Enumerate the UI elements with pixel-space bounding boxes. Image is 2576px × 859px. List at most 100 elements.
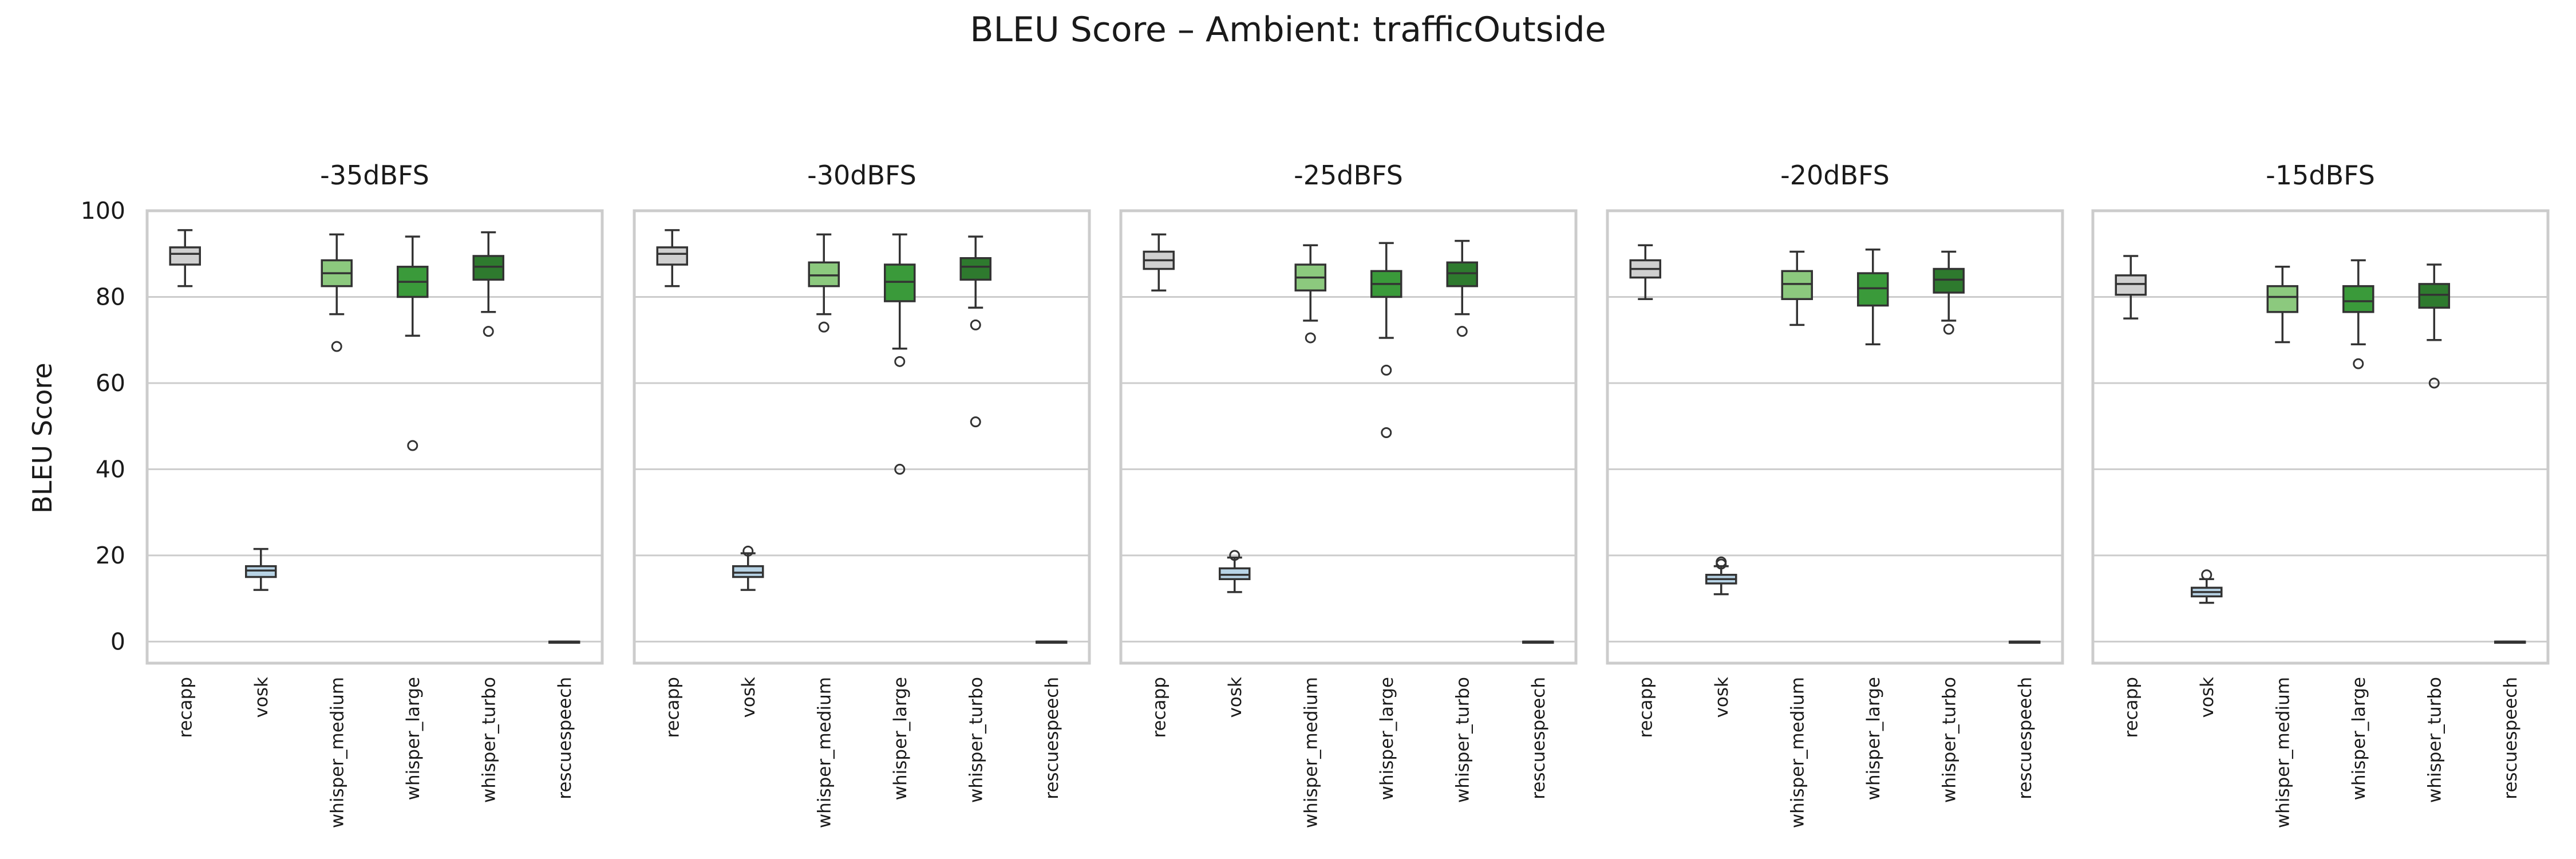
panel-title: -15dBFS (2266, 160, 2375, 191)
x-tick-label: rescuespeech (1042, 677, 1062, 799)
x-tick-label: rescuespeech (555, 677, 575, 799)
box-body (959, 257, 991, 281)
x-tick-label: whisper_turbo (2424, 677, 2445, 803)
outlier-point (483, 326, 494, 337)
panel-title: -25dBFS (1294, 160, 1403, 191)
outlier-point (2428, 377, 2440, 389)
x-tick-label: recapp (2121, 677, 2142, 738)
x-tick-label: whisper_large (403, 677, 424, 800)
outlier-point (1716, 556, 1727, 568)
x-tick-label: whisper_large (1377, 677, 1397, 800)
y-tick-label: 40 (96, 455, 125, 483)
box-whisper_turbo (959, 235, 991, 428)
box-body (656, 246, 688, 266)
outlier-point (894, 356, 906, 367)
box-body (2115, 274, 2147, 296)
outlier-point (2201, 569, 2212, 581)
box-whisper_medium (808, 233, 840, 333)
box-body (169, 246, 201, 266)
box-whisper_medium (1294, 244, 1326, 344)
x-tick-label: whisper_large (1863, 677, 1884, 800)
box-body (1933, 267, 1965, 294)
box-recapp (2115, 255, 2147, 320)
box-rescuespeech (2494, 640, 2526, 644)
panel-title: -35dBFS (320, 160, 429, 191)
outlier-point (407, 440, 418, 451)
x-tick-label: recapp (175, 677, 196, 738)
x-tick-label: whisper_turbo (1939, 677, 1959, 803)
outlier-point (894, 463, 906, 475)
box-whisper_large (1857, 248, 1889, 345)
y-tick-label: 20 (96, 542, 125, 569)
box-recapp (656, 229, 688, 287)
box-body (732, 565, 764, 578)
box-vosk (1705, 556, 1737, 596)
x-tick-label: vosk (1225, 677, 1246, 718)
box-body (884, 263, 916, 302)
x-tick-label: recapp (1149, 677, 1170, 738)
box-recapp (1143, 233, 1175, 291)
x-tick-label: rescuespeech (2500, 677, 2521, 799)
x-tick-label: vosk (1712, 677, 1732, 718)
outlier-point (331, 341, 342, 352)
box-whisper_medium (321, 233, 353, 352)
x-tick-label: whisper_large (890, 677, 911, 800)
box-body (2418, 283, 2450, 309)
box-body (1219, 567, 1251, 581)
x-tick-label: whisper_turbo (1452, 677, 1473, 803)
box-body (1446, 261, 1478, 287)
box-whisper_turbo (2418, 263, 2450, 389)
outlier-point (1456, 326, 1468, 337)
panel-title: -30dBFS (807, 160, 916, 191)
panel-1: -30dBFS recapp vosk whisper_medium whisper_l… (633, 160, 1091, 828)
box-vosk (1219, 550, 1251, 593)
panel-3: -20dBFS recapp vosk whisper_medium whisper_l… (1606, 160, 2064, 828)
y-tick-label: 100 (81, 197, 125, 224)
outlier-point (2353, 358, 2364, 369)
box-rescuespeech (2009, 640, 2041, 644)
x-tick-label: whisper_medium (2273, 677, 2293, 828)
outlier-point (742, 545, 754, 557)
panel-frame (145, 209, 604, 665)
box-recapp (169, 229, 201, 287)
outlier-point (1381, 427, 1392, 438)
x-tick-label: whisper_medium (1787, 677, 1808, 828)
x-tick-label: whisper_medium (327, 677, 347, 828)
x-tick-label: recapp (662, 677, 683, 738)
panel-frame (2091, 209, 2550, 665)
box-whisper_turbo (472, 231, 504, 337)
panels: -35dBFS 0 20 40 60 80 100 recapp vosk whisper_med… (81, 160, 2550, 828)
box-whisper_turbo (1446, 239, 1478, 337)
outlier-point (1943, 324, 1954, 335)
box-recapp (1629, 244, 1661, 300)
box-whisper_large (397, 235, 429, 451)
box-vosk (2191, 569, 2223, 604)
x-tick-label: whisper_turbo (479, 677, 499, 803)
y-tick-label: 0 (110, 628, 125, 655)
box-whisper_medium (1781, 250, 1813, 326)
box-whisper_turbo (1933, 250, 1965, 335)
x-tick-label: whisper_large (2349, 677, 2369, 800)
outlier-point (970, 319, 981, 330)
x-tick-label: vosk (251, 677, 272, 718)
x-tick-label: vosk (738, 677, 759, 718)
box-rescuespeech (1522, 640, 1554, 644)
panel-frame (1606, 209, 2064, 665)
box-whisper_large (2342, 259, 2374, 369)
box-vosk (732, 545, 764, 591)
outlier-point (1381, 364, 1392, 376)
outlier-point (818, 321, 829, 333)
box-body (1857, 272, 1889, 307)
box-whisper_large (1370, 242, 1402, 438)
box-body (808, 261, 840, 287)
chart-title: BLEU Score – Ambient: trafficOutside (970, 10, 1606, 50)
outlier-point (1229, 550, 1240, 561)
panel-title: -20dBFS (1780, 160, 1890, 191)
box-whisper_medium (2266, 266, 2298, 344)
x-tick-label: whisper_medium (814, 677, 835, 828)
box-body (1781, 270, 1813, 300)
box-body (2342, 285, 2374, 313)
x-tick-label: rescuespeech (2015, 677, 2036, 799)
box-body (245, 565, 277, 578)
